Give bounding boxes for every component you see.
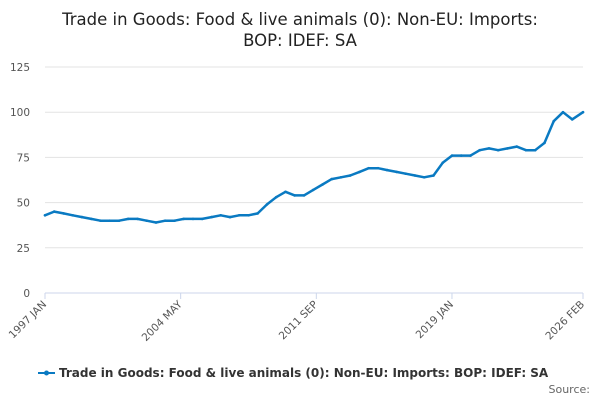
series-point (496, 148, 500, 152)
y-grid (45, 66, 583, 249)
series-point (404, 172, 408, 175)
series-line (43, 110, 585, 224)
y-tick-label: 50 (17, 198, 30, 210)
series-point (89, 217, 93, 221)
series-point (117, 219, 121, 222)
series-point (581, 110, 585, 114)
x-tick-label: 2011 SEP (277, 299, 321, 343)
series-point (422, 176, 426, 179)
series-point (515, 145, 518, 148)
series-point (469, 154, 472, 157)
series-point (533, 148, 537, 152)
series-point (173, 219, 176, 222)
series-point (210, 215, 213, 219)
y-tick-label: 25 (17, 243, 30, 255)
chart-title-line-1: Trade in Goods: Food & live animals (0):… (61, 10, 538, 29)
series-point (99, 219, 102, 222)
series-point (219, 214, 222, 217)
series-point (376, 166, 380, 170)
series-point (256, 212, 260, 215)
series-point (459, 154, 463, 157)
series-point (228, 215, 232, 219)
series-point (71, 214, 74, 217)
series-point (163, 219, 167, 222)
series-point (543, 141, 546, 145)
legend-marker-dot (44, 370, 49, 376)
series-point (450, 154, 454, 157)
series-point (200, 217, 204, 221)
series-point (284, 190, 287, 194)
series-point (191, 217, 195, 221)
series-point (265, 203, 269, 206)
chart-title-line-2: BOP: IDEF: SA (243, 31, 358, 50)
series-group (43, 110, 585, 224)
x-tick-label: 2026 FEB (543, 299, 587, 343)
series-point (367, 166, 371, 170)
series-point (506, 147, 509, 150)
series-point (182, 217, 185, 221)
series-point (154, 221, 158, 224)
series-point (108, 219, 111, 222)
y-tick-label: 125 (10, 62, 30, 74)
series-point (321, 183, 324, 186)
y-tick-label: 100 (10, 107, 30, 119)
legend[interactable]: Trade in Goods: Food & live animals (0):… (38, 366, 549, 380)
x-tick-label: 1997 JAN (7, 299, 49, 341)
series-point (413, 174, 417, 177)
series-point (311, 188, 315, 192)
x-tick-label: 2004 MAY (140, 298, 186, 344)
legend-label[interactable]: Trade in Goods: Food & live animals (0):… (59, 366, 549, 380)
series-point (126, 217, 130, 221)
series-point (145, 219, 148, 222)
series-point (524, 148, 528, 152)
series-point (561, 110, 565, 114)
x-axis-ticks: 1997 JAN 2004 MAY 2011 SEP 2019 JAN 2026 FEB (7, 293, 587, 344)
series-point (237, 214, 241, 217)
y-tick-label: 75 (17, 152, 30, 164)
series-point (339, 176, 343, 179)
series-point (441, 161, 445, 165)
series-point (293, 194, 297, 197)
x-tick-label: 2019 JAN (414, 299, 456, 341)
y-axis-ticks: 0 25 50 75 100 125 (10, 62, 30, 300)
series-point (302, 194, 306, 197)
series-point (43, 214, 47, 217)
series-point (358, 170, 361, 174)
series-point (62, 212, 65, 215)
series-point (330, 177, 334, 181)
series-point (274, 195, 278, 199)
series-point (570, 118, 574, 121)
series-point (348, 174, 352, 177)
series-point (552, 119, 555, 123)
y-tick-label: 0 (23, 288, 30, 300)
series-point (80, 215, 84, 219)
series-point (478, 148, 482, 152)
series-point (487, 147, 491, 150)
series-point (385, 168, 389, 172)
series-point (395, 170, 398, 174)
series-point (432, 174, 435, 177)
source-label: Source: (549, 383, 591, 396)
series-point (136, 217, 139, 221)
series-point (247, 214, 250, 217)
series-point (52, 210, 56, 213)
